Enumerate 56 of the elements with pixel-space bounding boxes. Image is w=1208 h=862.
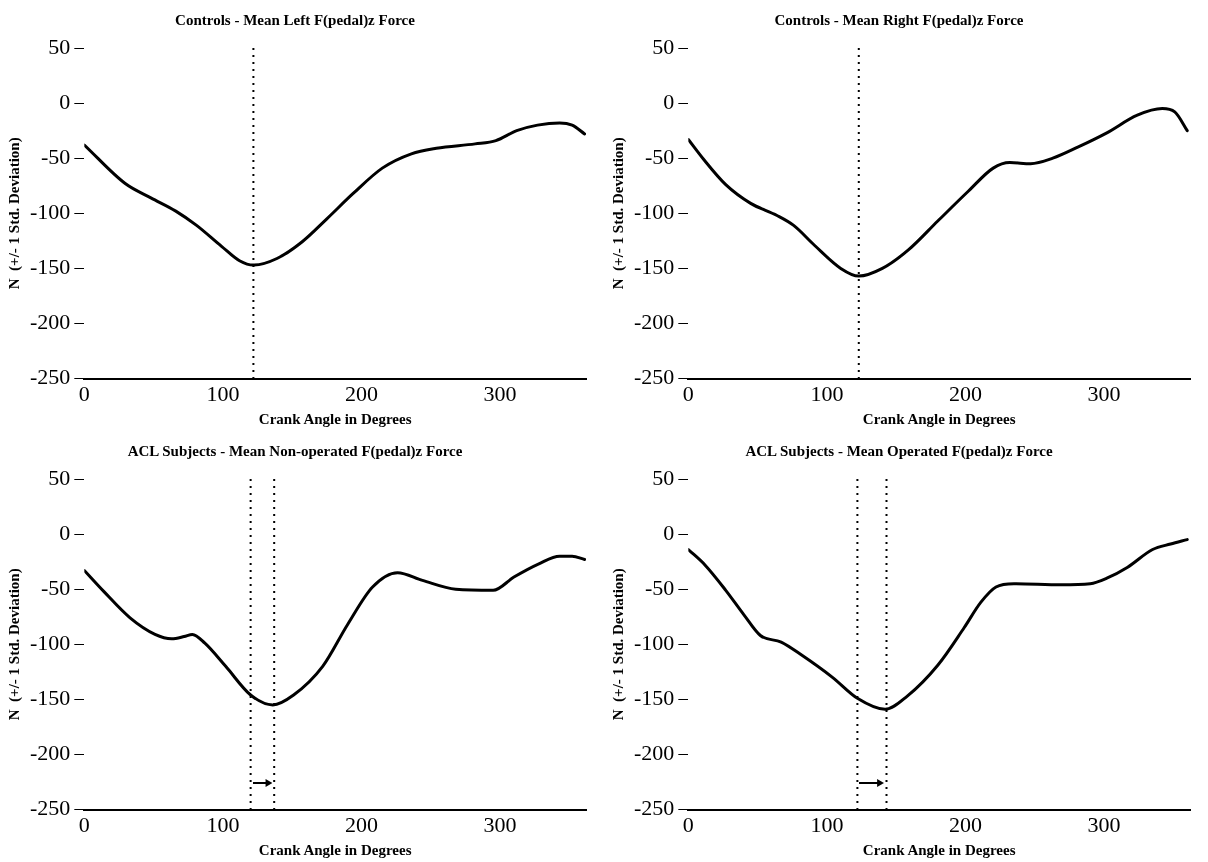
- x-axis-title: Crank Angle in Degrees: [258, 410, 412, 427]
- x-tick-label: 100: [206, 811, 240, 837]
- x-tick-label: 0: [682, 380, 694, 406]
- x-tick-label: 100: [810, 811, 844, 837]
- y-tick-label: -50: [645, 143, 675, 169]
- y-axis-title: N (+/- 1 Std. Deviation): [609, 568, 627, 721]
- chart-title: ACL Subjects - Mean Non-operated F(pedal)z Force: [127, 442, 463, 460]
- y-axis-title: N (+/- 1 Std. Deviation): [5, 568, 23, 721]
- chart-title: Controls - Mean Left F(pedal)z Force: [175, 11, 416, 29]
- y-tick-label: 0: [59, 88, 71, 114]
- chart-title: Controls - Mean Right F(pedal)z Force: [774, 11, 1024, 29]
- x-tick-label: 100: [206, 380, 240, 406]
- y-tick-label: -50: [41, 574, 71, 600]
- y-tick-label: -150: [634, 254, 675, 280]
- y-tick-label: 0: [663, 519, 675, 545]
- x-tick-label: 200: [948, 380, 982, 406]
- y-tick-label: 50: [48, 464, 71, 490]
- y-axis-title: N (+/- 1 Std. Deviation): [609, 137, 627, 290]
- y-tick-label: -200: [30, 309, 71, 335]
- chart-title: ACL Subjects - Mean Operated F(pedal)z Force: [745, 442, 1053, 460]
- y-tick-label: -50: [41, 143, 71, 169]
- x-tick-label: 300: [1087, 811, 1121, 837]
- y-tick-label: -150: [634, 685, 675, 711]
- x-tick-label: 200: [344, 811, 378, 837]
- y-tick-label: 50: [48, 33, 71, 59]
- y-tick-label: -200: [634, 740, 675, 766]
- x-tick-label: 300: [483, 811, 517, 837]
- x-tick-label: 100: [810, 380, 844, 406]
- x-axis-title: Crank Angle in Degrees: [862, 410, 1016, 427]
- y-tick-label: -250: [30, 795, 71, 821]
- y-tick-label: -250: [634, 364, 675, 390]
- x-axis-title: Crank Angle in Degrees: [862, 841, 1016, 858]
- x-tick-label: 0: [682, 811, 694, 837]
- y-tick-label: -100: [634, 199, 675, 225]
- y-tick-label: 50: [652, 464, 675, 490]
- x-tick-label: 300: [483, 380, 517, 406]
- y-tick-label: -150: [30, 254, 71, 280]
- x-tick-label: 200: [948, 811, 982, 837]
- y-tick-label: -150: [30, 685, 71, 711]
- y-tick-label: -100: [30, 199, 71, 225]
- x-tick-label: 0: [78, 380, 90, 406]
- y-tick-label: 0: [663, 88, 675, 114]
- x-tick-label: 300: [1087, 380, 1121, 406]
- x-tick-label: 0: [78, 811, 90, 837]
- y-axis-title: N (+/- 1 Std. Deviation): [5, 137, 23, 290]
- x-tick-label: 200: [344, 380, 378, 406]
- y-tick-label: -200: [634, 309, 675, 335]
- y-tick-label: -200: [30, 740, 71, 766]
- y-tick-label: 0: [59, 519, 71, 545]
- y-tick-label: -100: [30, 630, 71, 656]
- y-tick-label: -250: [30, 364, 71, 390]
- y-tick-label: -250: [634, 795, 675, 821]
- y-tick-label: 50: [652, 33, 675, 59]
- x-axis-title: Crank Angle in Degrees: [258, 841, 412, 858]
- y-tick-label: -50: [645, 574, 675, 600]
- y-tick-label: -100: [634, 630, 675, 656]
